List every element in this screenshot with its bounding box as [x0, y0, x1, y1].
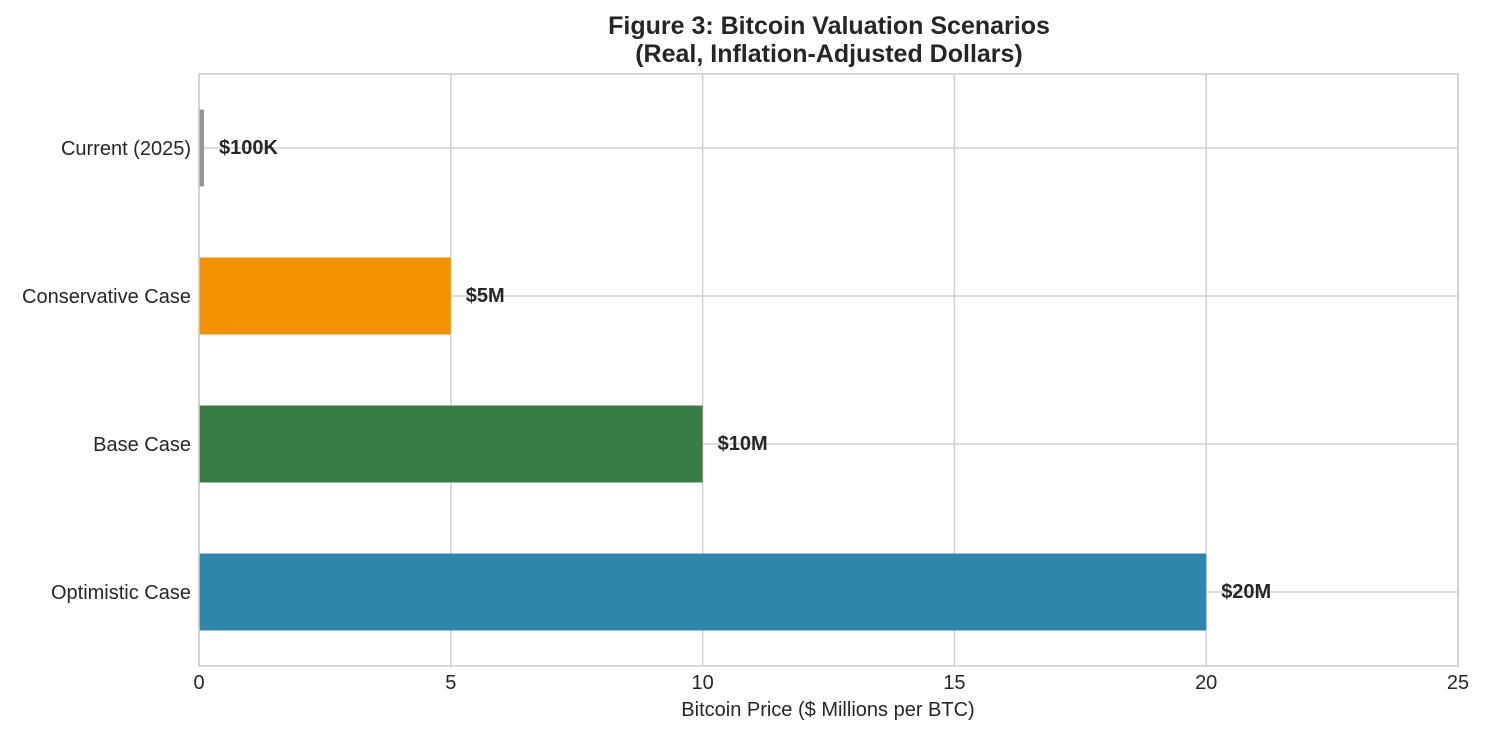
y-categories: Current (2025) Conservative Case Base Case…: [22, 138, 191, 604]
x-ticks: 0 5 10 15 20 25: [193, 672, 1469, 694]
y-category-label: Conservative Case: [22, 286, 191, 308]
plot-frame: [198, 73, 1459, 667]
x-tick-label: 25: [1447, 672, 1469, 694]
data-label: $10M: [718, 433, 768, 455]
x-tick-label: 0: [193, 672, 204, 694]
bar: [199, 257, 451, 335]
y-category-label: Base Case: [93, 434, 191, 456]
y-category-label: Optimistic Case: [51, 582, 191, 604]
y-category-label: Current (2025): [61, 138, 191, 160]
x-tick-label: 5: [445, 672, 456, 694]
x-axis-label: Bitcoin Price ($ Millions per BTC): [681, 699, 974, 721]
data-label: $100K: [219, 137, 278, 159]
chart-title: Figure 3: Bitcoin Valuation Scenarios: [608, 12, 1050, 40]
bar: [199, 109, 205, 187]
chart-subtitle: (Real, Inflation-Adjusted Dollars): [635, 40, 1023, 68]
bar: [199, 553, 1207, 631]
data-label: $20M: [1221, 581, 1271, 603]
x-tick-label: 20: [1195, 672, 1217, 694]
x-tick-label: 15: [943, 672, 965, 694]
bars: $100K $5M $10M $20M: [199, 109, 1271, 631]
x-tick-label: 10: [691, 672, 713, 694]
bar: [199, 405, 703, 483]
data-label: $5M: [466, 285, 505, 307]
